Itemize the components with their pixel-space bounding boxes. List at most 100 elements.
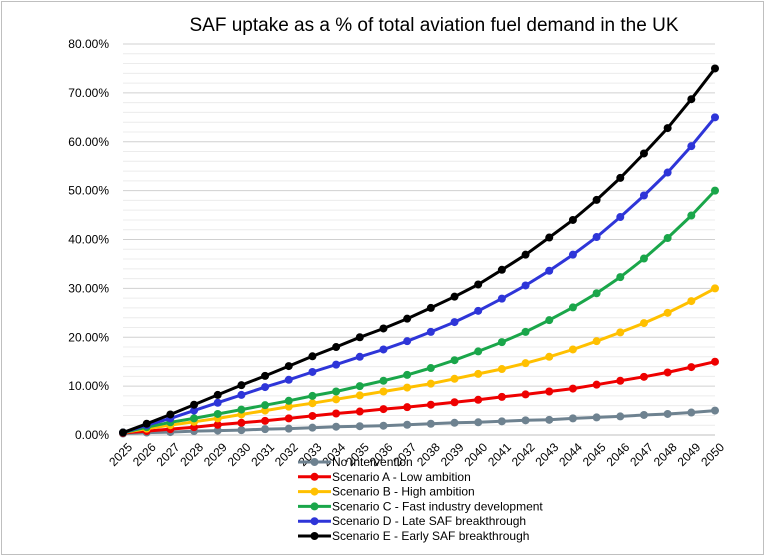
data-point <box>213 398 222 407</box>
data-point <box>308 411 317 420</box>
data-point <box>426 379 435 388</box>
gridlines <box>123 43 715 436</box>
data-point <box>592 233 601 242</box>
legend-item: Scenario A - Low ambition <box>298 470 471 484</box>
y-tick-label: 0.00% <box>75 428 109 442</box>
data-point <box>521 250 530 259</box>
data-point <box>545 233 554 242</box>
series-1 <box>119 406 719 438</box>
data-point <box>379 345 388 354</box>
series-line <box>122 116 717 435</box>
data-point <box>261 416 270 425</box>
legend-item: Scenario B - High ambition <box>298 485 475 499</box>
data-point <box>284 402 293 411</box>
data-point <box>213 390 222 399</box>
y-tick-label: 10.00% <box>68 379 109 393</box>
x-tick-label: 2039 <box>438 440 467 469</box>
data-point <box>474 347 483 356</box>
data-point <box>284 424 293 433</box>
data-point <box>190 406 199 415</box>
x-tick-label: 2040 <box>461 440 490 469</box>
data-point <box>450 418 459 427</box>
data-point <box>663 308 672 317</box>
x-tick-label: 2046 <box>604 440 633 469</box>
data-point <box>426 400 435 409</box>
data-point <box>568 345 577 354</box>
data-point <box>261 401 270 410</box>
data-point <box>261 383 270 392</box>
legend-label: Scenario A - Low ambition <box>332 470 471 484</box>
data-point <box>687 95 696 104</box>
x-tick-label: 2029 <box>201 440 230 469</box>
data-point <box>474 395 483 404</box>
data-point <box>474 418 483 427</box>
data-point <box>284 396 293 405</box>
data-point <box>213 426 222 435</box>
data-point <box>190 414 199 423</box>
data-point <box>379 387 388 396</box>
data-point <box>355 333 364 342</box>
data-point <box>711 186 719 195</box>
data-point <box>663 368 672 377</box>
y-axis-ticks: 0.00% 10.00% 20.00% 30.00% 40.00% 50.00% 60.00… <box>68 37 109 442</box>
x-tick-label: 2031 <box>248 440 277 469</box>
data-point <box>568 414 577 423</box>
data-point <box>403 370 412 379</box>
data-point <box>190 400 199 409</box>
data-point <box>355 407 364 416</box>
data-point <box>521 281 530 290</box>
series-group <box>119 64 719 438</box>
data-point <box>592 337 601 346</box>
y-tick-label: 50.00% <box>68 184 109 198</box>
series-line <box>122 67 717 435</box>
data-point <box>332 422 341 431</box>
x-tick-label: 2043 <box>533 440 562 469</box>
data-point <box>332 395 341 404</box>
data-point <box>403 314 412 323</box>
data-point <box>687 142 696 151</box>
data-point <box>616 273 625 282</box>
x-tick-label: 2041 <box>485 440 514 469</box>
x-tick-label: 2048 <box>651 440 680 469</box>
data-point <box>616 328 625 337</box>
x-tick-label: 2025 <box>106 440 135 469</box>
y-tick-label: 60.00% <box>68 135 109 149</box>
y-tick-label: 40.00% <box>68 233 109 247</box>
x-tick-label: 2028 <box>177 440 206 469</box>
data-point <box>426 327 435 336</box>
data-point <box>687 211 696 220</box>
data-point <box>616 173 625 182</box>
data-point <box>663 234 672 243</box>
data-point <box>497 417 506 426</box>
data-point <box>568 250 577 259</box>
data-point <box>237 418 246 427</box>
data-point <box>545 266 554 275</box>
data-point <box>379 405 388 414</box>
data-point <box>497 338 506 347</box>
data-point <box>711 406 719 415</box>
data-point <box>308 399 317 408</box>
series-4 <box>119 186 719 437</box>
x-tick-label: 2044 <box>556 440 585 469</box>
data-point <box>355 391 364 400</box>
legend-label: Scenario E - Early SAF breakthrough <box>332 529 529 543</box>
data-point <box>474 306 483 315</box>
data-point <box>450 292 459 301</box>
legend-item: Scenario D - Late SAF breakthrough <box>298 514 526 528</box>
data-point <box>497 294 506 303</box>
x-tick-label: 2042 <box>509 440 538 469</box>
data-point <box>663 124 672 133</box>
x-tick-label: 2038 <box>414 440 443 469</box>
x-tick-label: 2045 <box>580 440 609 469</box>
legend-swatch-marker <box>310 487 319 496</box>
data-point <box>474 280 483 289</box>
x-tick-label: 2026 <box>130 440 159 469</box>
data-point <box>213 420 222 429</box>
data-point <box>284 375 293 384</box>
data-point <box>545 387 554 396</box>
data-point <box>592 413 601 422</box>
data-point <box>261 371 270 380</box>
legend-label: Scenario D - Late SAF breakthrough <box>332 514 526 528</box>
y-tick-label: 70.00% <box>68 86 109 100</box>
data-point <box>711 357 719 366</box>
